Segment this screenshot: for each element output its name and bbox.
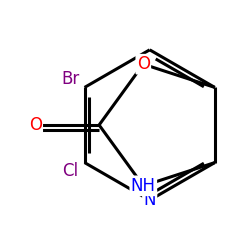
Text: N: N <box>144 191 156 209</box>
Text: Cl: Cl <box>62 162 78 180</box>
Text: Br: Br <box>61 70 80 88</box>
Text: O: O <box>29 116 42 134</box>
Text: O: O <box>137 55 150 73</box>
Text: NH: NH <box>131 177 156 195</box>
